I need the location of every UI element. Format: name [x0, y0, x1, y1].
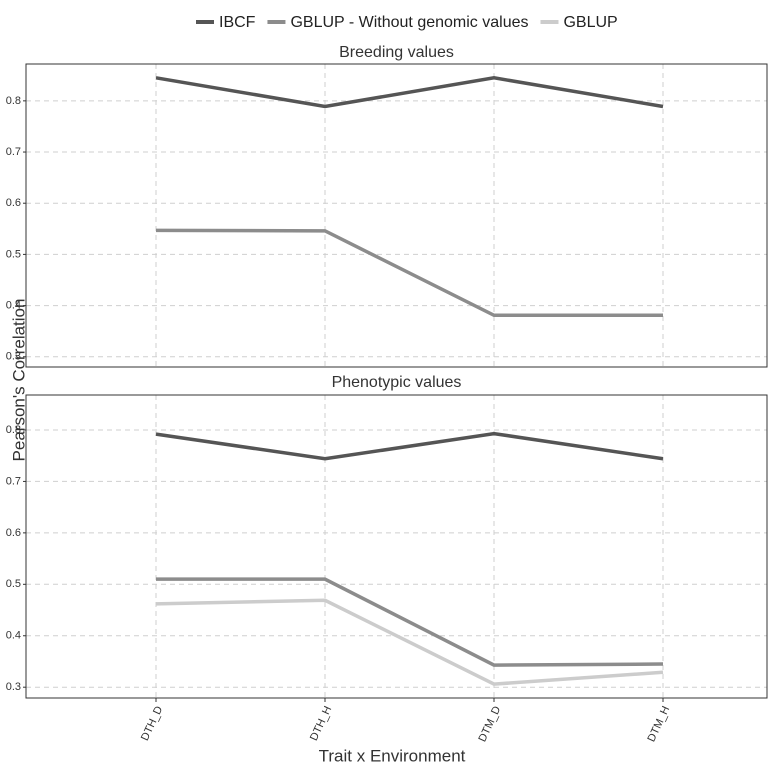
y-axis-title: Pearson's Correlation — [9, 299, 28, 462]
y-tick-label: 0.5 — [6, 248, 21, 260]
panel-title: Breeding values — [339, 44, 454, 61]
series-line — [156, 577, 664, 667]
panel-title: Phenotypic values — [332, 374, 462, 391]
y-tick-label: 0.6 — [6, 527, 21, 539]
panel-border — [25, 63, 768, 368]
x-tick-label: DTH_D — [139, 704, 165, 742]
series-line — [155, 431, 664, 461]
y-tick-label: 0.7 — [6, 146, 21, 158]
x-tick-label: DTM_H — [645, 704, 672, 743]
series-line — [155, 598, 664, 686]
x-tick-label: DTM_D — [476, 704, 503, 743]
legend-label: GBLUP - Without genomic values — [290, 14, 528, 31]
y-tick-label: 0.8 — [6, 424, 21, 436]
y-tick-label: 0.7 — [6, 475, 21, 487]
y-tick-label: 0.5 — [6, 578, 21, 590]
legend-label: IBCF — [219, 14, 256, 31]
series-line — [155, 76, 664, 109]
y-tick-label: 0.6 — [6, 197, 21, 209]
y-tick-label: 0.3 — [6, 681, 21, 693]
x-tick-label: DTH_H — [308, 704, 334, 742]
y-tick-label: 0.8 — [6, 95, 21, 107]
x-axis-title: Trait x Environment — [319, 746, 466, 765]
y-tick-label: 0.4 — [6, 630, 21, 642]
y-tick-label: 0.3 — [6, 351, 21, 363]
series-line — [155, 228, 663, 318]
legend-label: GBLUP — [563, 14, 617, 31]
panel-border — [25, 394, 768, 699]
y-tick-label: 0.4 — [6, 299, 21, 311]
